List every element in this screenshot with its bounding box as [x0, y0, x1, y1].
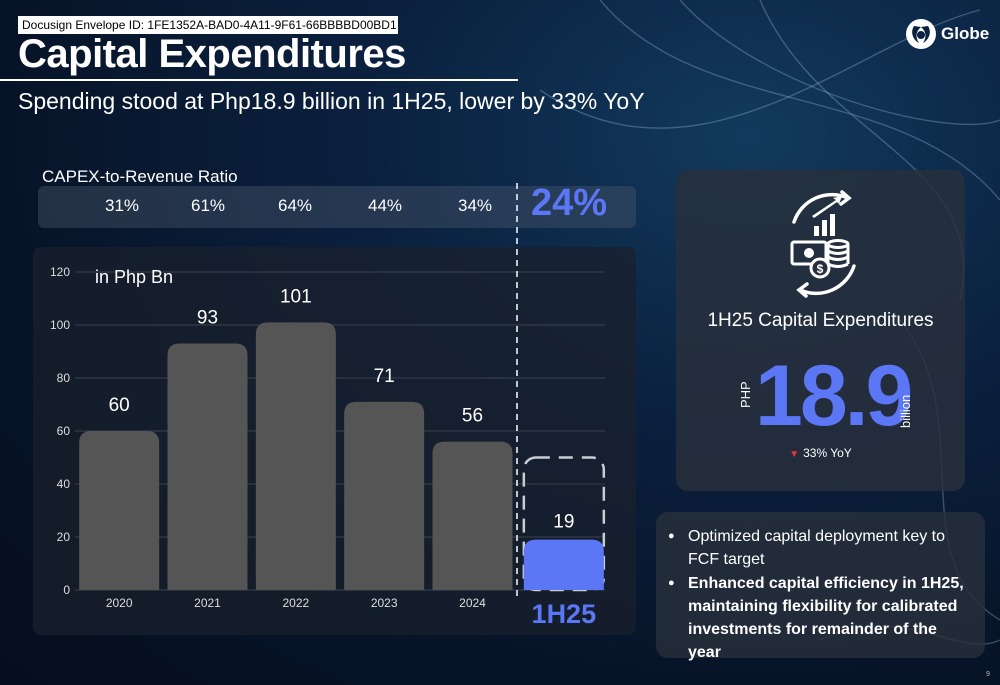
y-tick-label: 120	[50, 265, 70, 279]
y-tick-label: 20	[57, 530, 71, 544]
bar-value-label: 101	[280, 286, 312, 307]
bar	[167, 343, 248, 590]
y-tick-label: 80	[57, 371, 71, 385]
bar-value-label: 93	[197, 308, 218, 329]
bar	[432, 441, 513, 590]
globe-logo: Globe	[905, 18, 989, 50]
bar	[79, 431, 160, 590]
kpi-unit: billion	[898, 394, 913, 428]
bar-value-label: 71	[374, 366, 395, 387]
bar-highlight	[523, 539, 604, 590]
page-subtitle: Spending stood at Php18.9 billion in 1H2…	[18, 88, 645, 114]
y-tick-label: 60	[57, 424, 71, 438]
bar-value-label: 56	[462, 406, 483, 427]
x-tick-label: 2023	[371, 596, 398, 610]
down-triangle-icon: ▼	[789, 449, 800, 460]
y-tick-label: 0	[63, 583, 70, 597]
ratio-value: 61%	[190, 196, 226, 215]
ratio-value: 31%	[104, 196, 140, 215]
x-tick-label: 2022	[282, 596, 309, 610]
bar	[255, 322, 336, 590]
kpi-label: 1H25 Capital Expenditures	[707, 310, 934, 331]
kpi-value: 18.9	[755, 348, 913, 444]
capex-cash-growth-icon: $	[790, 190, 856, 298]
kpi-panel	[676, 170, 965, 491]
note-item: Enhanced capital efficiency in 1H25, mai…	[668, 572, 968, 664]
kpi-delta: ▼ 33% YoY	[676, 446, 965, 460]
x-tick-label-highlight: 1H25	[532, 599, 597, 629]
x-tick-label: 2024	[459, 596, 486, 610]
title-underline	[0, 79, 518, 81]
ratio-value: 64%	[277, 196, 313, 215]
ratio-value: 34%	[457, 196, 493, 215]
chart-unit-label: in Php Bn	[95, 267, 173, 287]
globe-logo-text: Globe	[941, 24, 990, 43]
y-tick-label: 100	[50, 318, 70, 332]
ratio-title: CAPEX-to-Revenue Ratio	[42, 167, 238, 186]
bar	[344, 401, 425, 590]
y-tick-label: 40	[57, 477, 71, 491]
ratio-highlight-value: 24%	[530, 182, 608, 224]
note-item: Optimized capital deployment key to FCF …	[668, 525, 968, 571]
bar-value-label: 60	[109, 395, 130, 416]
x-tick-label: 2021	[194, 596, 221, 610]
highlight-outline	[522, 456, 606, 592]
kpi-delta-text: 33% YoY	[803, 446, 852, 460]
ratio-strip	[38, 186, 636, 228]
page-title: Capital Expenditures	[18, 32, 406, 76]
x-tick-label: 2020	[106, 596, 133, 610]
docusign-envelope-id: Docusign Envelope ID: 1FE1352A-BAD0-4A11…	[18, 16, 398, 34]
kpi-currency-prefix: PHP	[738, 381, 753, 408]
page-number: 9	[986, 671, 990, 678]
svg-text:$: $	[817, 262, 824, 276]
bar-value-label: 19	[553, 512, 574, 533]
globe-logo-icon	[906, 19, 936, 49]
ratio-value: 44%	[367, 196, 403, 215]
